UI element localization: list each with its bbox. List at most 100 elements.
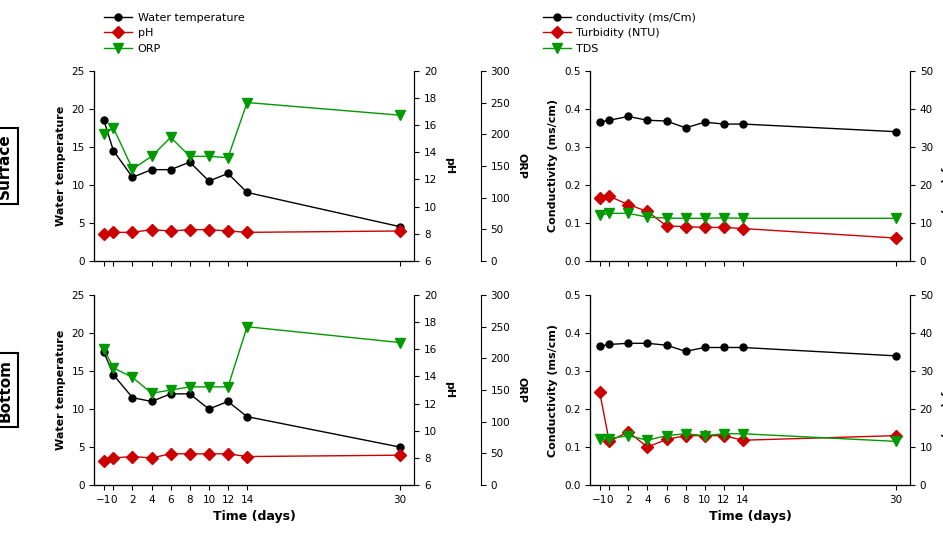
- ORP: [98, 346, 109, 352]
- Water temperature: [165, 166, 176, 173]
- Line: Turbidity (NTU): Turbidity (NTU): [595, 192, 900, 242]
- ORP: [127, 166, 139, 172]
- Water temperature: [108, 147, 119, 154]
- X-axis label: Time (days): Time (days): [213, 510, 296, 523]
- Turbidity (NTU): [642, 444, 653, 450]
- pH: [127, 229, 139, 235]
- Water temperature: [204, 178, 215, 184]
- Line: Water temperature: Water temperature: [100, 117, 404, 230]
- TDS: [680, 431, 691, 437]
- Turbidity (NTU): [719, 432, 730, 439]
- pH: [184, 226, 195, 233]
- pH: [241, 453, 253, 460]
- ORP: [394, 340, 405, 346]
- Line: ORP: ORP: [99, 322, 405, 398]
- Text: Bottom: Bottom: [0, 359, 12, 421]
- TDS: [699, 215, 710, 222]
- Water temperature: [108, 372, 119, 378]
- Turbidity (NTU): [719, 224, 730, 231]
- Water temperature: [241, 189, 253, 196]
- Turbidity (NTU): [622, 428, 634, 435]
- Water temperature: [223, 398, 234, 405]
- Turbidity (NTU): [737, 437, 749, 444]
- Water temperature: [204, 406, 215, 413]
- pH: [165, 228, 176, 234]
- Y-axis label: Turbidity (NTU): Turbidity (NTU): [939, 118, 943, 214]
- conductivity (ms/Cm): [594, 119, 605, 125]
- Turbidity (NTU): [890, 432, 902, 439]
- TDS: [680, 215, 691, 222]
- TDS: [604, 210, 615, 216]
- TDS: [622, 210, 634, 216]
- TDS: [642, 437, 653, 444]
- Turbidity (NTU): [680, 223, 691, 230]
- Water temperature: [184, 391, 195, 397]
- conductivity (ms/Cm): [661, 342, 672, 348]
- pH: [127, 453, 139, 460]
- Turbidity (NTU): [604, 193, 615, 199]
- TDS: [622, 432, 634, 439]
- Water temperature: [127, 174, 139, 180]
- Y-axis label: ORP: ORP: [517, 377, 527, 403]
- conductivity (ms/Cm): [661, 118, 672, 124]
- Water temperature: [146, 398, 157, 405]
- Line: conductivity (ms/Cm): conductivity (ms/Cm): [596, 113, 899, 135]
- Turbidity (NTU): [737, 225, 749, 232]
- Turbidity (NTU): [642, 208, 653, 215]
- pH: [223, 228, 234, 234]
- Legend: Water temperature, pH, ORP: Water temperature, pH, ORP: [100, 8, 249, 58]
- pH: [394, 452, 405, 458]
- Water temperature: [241, 413, 253, 420]
- ORP: [204, 153, 215, 160]
- Water temperature: [394, 444, 405, 450]
- conductivity (ms/Cm): [604, 117, 615, 124]
- ORP: [394, 112, 405, 118]
- pH: [394, 228, 405, 234]
- pH: [98, 457, 109, 464]
- ORP: [223, 154, 234, 161]
- ORP: [165, 134, 176, 141]
- TDS: [604, 435, 615, 442]
- Line: pH: pH: [100, 450, 404, 465]
- TDS: [661, 215, 672, 221]
- Text: Surface: Surface: [0, 133, 12, 199]
- Turbidity (NTU): [699, 224, 710, 231]
- Turbidity (NTU): [594, 389, 605, 395]
- Y-axis label: ORP: ORP: [517, 153, 527, 179]
- ORP: [184, 153, 195, 160]
- ORP: [204, 384, 215, 390]
- Line: ORP: ORP: [99, 98, 405, 174]
- Water temperature: [146, 166, 157, 173]
- TDS: [890, 438, 902, 445]
- conductivity (ms/Cm): [642, 117, 653, 124]
- ORP: [108, 125, 119, 131]
- conductivity (ms/Cm): [622, 113, 634, 120]
- TDS: [594, 212, 605, 219]
- conductivity (ms/Cm): [622, 340, 634, 347]
- TDS: [642, 214, 653, 220]
- pH: [98, 231, 109, 237]
- Y-axis label: Water temperature: Water temperature: [56, 330, 66, 450]
- conductivity (ms/Cm): [604, 341, 615, 348]
- Y-axis label: pH: pH: [444, 158, 454, 174]
- TDS: [719, 431, 730, 437]
- pH: [108, 229, 119, 235]
- ORP: [165, 387, 176, 393]
- Water temperature: [394, 223, 405, 230]
- Y-axis label: Turbidity (NTU): Turbidity (NTU): [939, 342, 943, 438]
- ORP: [146, 153, 157, 160]
- Turbidity (NTU): [594, 195, 605, 202]
- TDS: [737, 215, 749, 222]
- Water temperature: [98, 117, 109, 124]
- conductivity (ms/Cm): [642, 340, 653, 347]
- conductivity (ms/Cm): [737, 121, 749, 128]
- pH: [165, 451, 176, 457]
- Line: Water temperature: Water temperature: [100, 349, 404, 451]
- Turbidity (NTU): [699, 432, 710, 439]
- pH: [146, 455, 157, 461]
- TDS: [594, 436, 605, 443]
- Turbidity (NTU): [661, 436, 672, 443]
- pH: [241, 229, 253, 235]
- TDS: [737, 431, 749, 437]
- Y-axis label: Conductivity (ms/cm): Conductivity (ms/cm): [548, 99, 558, 232]
